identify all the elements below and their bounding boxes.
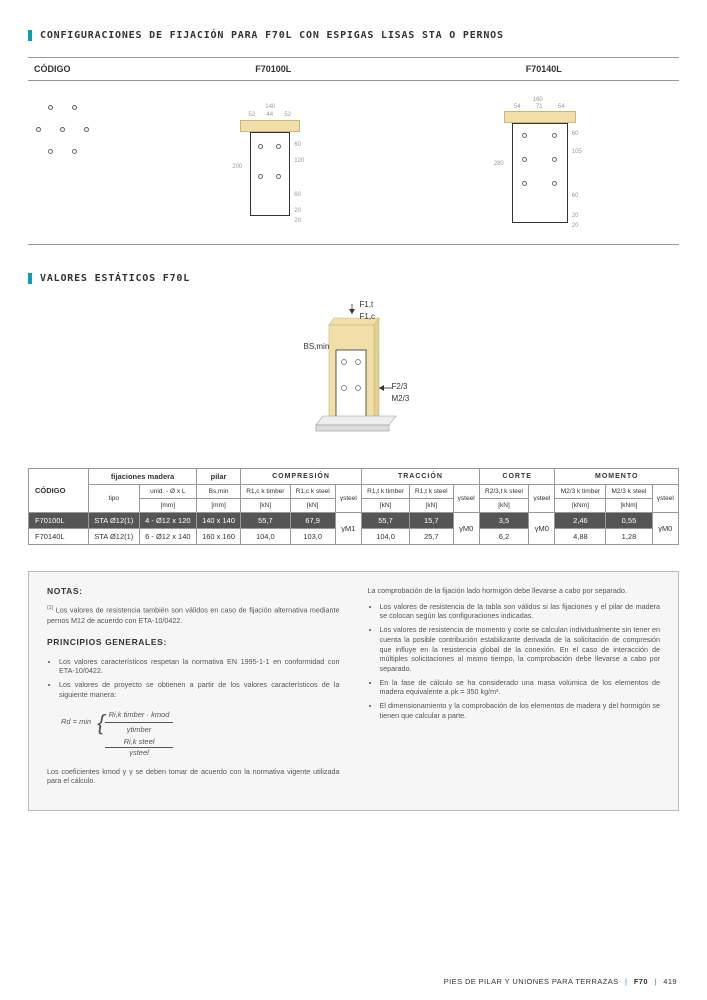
- th-codigo: CÓDIGO: [29, 469, 89, 513]
- diag-col-2: 160 54 71 54 60 105 280 60 20 20: [409, 95, 680, 238]
- th-ysteel4: γsteel: [652, 485, 678, 513]
- diag-col-label-2: F70140L: [409, 64, 680, 74]
- section1-title-text: CONFIGURACIONES DE FIJACIÓN PARA F70L CO…: [40, 30, 504, 41]
- accent-bar-icon: [28, 30, 32, 41]
- iso-column-icon: [274, 300, 434, 450]
- accent-bar-icon: [28, 273, 32, 284]
- th-ysteel1: γsteel: [335, 485, 361, 513]
- section2-title-text: VALORES ESTÁTICOS F70L: [40, 273, 190, 284]
- th-r1ct: R1,c k timber: [240, 485, 290, 499]
- th-unid: unid. - Ø x L: [139, 485, 197, 499]
- th-pilar: pilar: [197, 469, 241, 485]
- principios-list: Los valores característicos respetan la …: [47, 657, 340, 700]
- note1: (1) Los valores de resistencia también s…: [47, 605, 340, 625]
- th-fij: fijaciones madera: [89, 469, 197, 485]
- th-r1cs: R1,c k steel: [290, 485, 335, 499]
- coef-note: Los coeficientes kmod y γ se deben tomar…: [47, 767, 340, 786]
- notes-title: NOTAS:: [47, 586, 340, 597]
- table-group-row: CÓDIGO fijaciones madera pilar COMPRESIÓ…: [29, 469, 679, 485]
- diag-col-1: 140 52 44 52 60 120 200 60 20 20: [138, 95, 409, 238]
- formula-block: Rd = min { Ri,k timber · kmod γtimber Ri…: [61, 708, 340, 759]
- diagram-header: CÓDIGO F70100L F70140L: [28, 57, 679, 81]
- iso-diagram: F1,t F1,c BS,min F2/3 M2/3: [28, 300, 679, 450]
- notes-box: NOTAS: (1) Los valores de resistencia ta…: [28, 571, 679, 811]
- right-list: Los valores de resistencia de la tabla s…: [368, 602, 661, 721]
- values-table: CÓDIGO fijaciones madera pilar COMPRESIÓ…: [28, 468, 679, 545]
- th-tipo: tipo: [89, 485, 140, 513]
- notes-right: La comprobación de la fijación lado horm…: [368, 586, 661, 792]
- th-m23t: M2/3 k timber: [555, 485, 606, 499]
- diagram-row: 140 52 44 52 60 120 200 60 20 20 160 54 …: [28, 85, 679, 245]
- table-sub-row: tipo unid. - Ø x L Bs,min R1,c k timber …: [29, 485, 679, 499]
- section1-title: CONFIGURACIONES DE FIJACIÓN PARA F70L CO…: [28, 30, 679, 41]
- principios-title: PRINCIPIOS GENERALES:: [47, 637, 340, 648]
- table-row: F70100L STA Ø12(1) 4 - Ø12 x 120 140 x 1…: [29, 513, 679, 529]
- th-r1tt: R1,t k timber: [362, 485, 410, 499]
- section2-title: VALORES ESTÁTICOS F70L: [28, 273, 679, 284]
- th-m23s: M2/3 k steel: [606, 485, 652, 499]
- th-ysteel3: γsteel: [529, 485, 555, 513]
- th-compresion: COMPRESIÓN: [240, 469, 361, 485]
- hole-pattern-icon: [28, 95, 98, 175]
- page-footer: PIES DE PILAR Y UNIONES PARA TERRAZAS | …: [444, 977, 677, 986]
- diag-codigo-spacer: [28, 95, 138, 238]
- notes-left: NOTAS: (1) Los valores de resistencia ta…: [47, 586, 340, 792]
- th-traccion: TRACCIÓN: [362, 469, 480, 485]
- diag-col-label-1: F70100L: [138, 64, 409, 74]
- codigo-label: CÓDIGO: [28, 64, 138, 74]
- th-r23: R2/3,t k steel: [479, 485, 528, 499]
- th-momento: MOMENTO: [555, 469, 679, 485]
- bracket-a: 140 52 44 52 60 120 200 60 20 20: [228, 102, 318, 232]
- th-bsmin: Bs,min: [197, 485, 241, 499]
- bracket-b: 160 54 71 54 60 105 280 60 20 20: [494, 97, 594, 237]
- th-corte: CORTE: [479, 469, 555, 485]
- th-ysteel2: γsteel: [453, 485, 479, 513]
- th-r1ts: R1,t k steel: [410, 485, 453, 499]
